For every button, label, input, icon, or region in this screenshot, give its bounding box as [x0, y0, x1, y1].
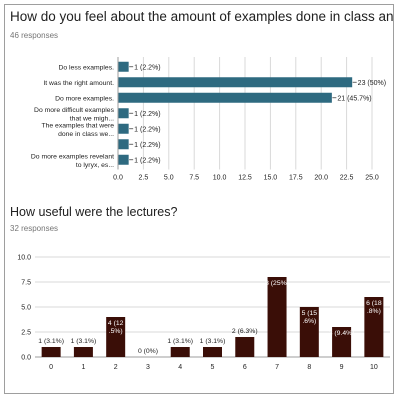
y-tick-label: 10.0 [17, 255, 31, 262]
bar [73, 347, 93, 357]
lectures-vertical-bar-chart: 0.0 2.5 5.0 7.5 10.0 1 (3.1%) 0 1 (3.1%) 1 4 (12.… [17, 255, 390, 371]
x-tick-label: 22.5 [340, 175, 354, 182]
data-label: 2 (6.3%) [232, 328, 258, 335]
response-count: 32 responses [10, 224, 59, 233]
bar [203, 347, 222, 357]
x-tick-label: 0 [49, 364, 53, 371]
x-tick-label: 7 [275, 364, 279, 371]
category-label: The examples that were [41, 122, 114, 129]
survey-results-panel: How do you feel about the amount of exam… [4, 4, 394, 394]
x-tick-label: 1 [81, 364, 85, 371]
y-tick-label: 7.5 [21, 280, 31, 287]
data-label: 1 (3.1%) [167, 338, 193, 345]
data-label: 5 (15 [302, 310, 318, 317]
y-tick-label: 5.0 [21, 305, 31, 312]
x-tick-label: 3 [146, 364, 150, 371]
x-tick-label: 15.0 [264, 175, 278, 182]
bar [299, 307, 319, 357]
data-label: .5%) [109, 328, 123, 335]
data-label: 1 (2.2%) [134, 126, 160, 133]
question-title: How do you feel about the amount of exam… [10, 9, 394, 24]
x-tick-label: 25.0 [365, 175, 379, 182]
data-label: 23 (50%) [358, 80, 386, 87]
x-tick-label: 5.0 [164, 175, 174, 182]
data-label: 1 (3.1%) [71, 338, 97, 345]
category-label: It was the right amount. [43, 80, 114, 87]
category-label: to lyryx, es... [76, 162, 114, 169]
data-label: .6%) [302, 318, 316, 325]
bar [118, 61, 129, 72]
bar [364, 297, 384, 357]
x-tick-label: 20.0 [314, 175, 328, 182]
bar [267, 277, 287, 357]
category-label: Do more examples. [55, 95, 114, 102]
category-label: Do more examples revelant [31, 153, 114, 160]
y-tick-label: 2.5 [21, 330, 31, 337]
data-label: .8%) [367, 308, 381, 315]
x-tick-label: 9 [340, 364, 344, 371]
category-label: Do less examples. [58, 64, 114, 71]
x-tick-label: 17.5 [289, 175, 303, 182]
data-label: 3 (9.4%) [329, 330, 355, 337]
bar [235, 337, 255, 357]
bar [118, 154, 129, 165]
y-tick-label: 0.0 [21, 355, 31, 362]
data-label: 1 (2.2%) [134, 64, 160, 71]
x-tick-label: 8 [307, 364, 311, 371]
data-label: 21 (45.7%) [337, 95, 371, 102]
x-tick-label: 4 [178, 364, 182, 371]
bar [332, 327, 352, 357]
data-label: 0 (0%) [138, 348, 158, 355]
examples-horizontal-bar-chart: 0.0 2.5 5.0 7.5 10.0 12.5 15.0 17.5 20.0 22.5 25.0… [31, 57, 386, 182]
data-label: 6 (18 [366, 300, 382, 307]
x-tick-label: 2.5 [139, 175, 149, 182]
bar [170, 347, 190, 357]
bar [118, 123, 129, 134]
data-label: 1 (2.2%) [134, 111, 160, 118]
x-tick-label: 0.0 [113, 175, 123, 182]
data-label: 1 (3.1%) [38, 338, 64, 345]
data-label: 1 (3.1%) [200, 338, 226, 345]
response-count: 46 responses [10, 31, 59, 40]
x-tick-label: 6 [243, 364, 247, 371]
category-label: that we migh... [70, 115, 114, 122]
x-tick-label: 7.5 [189, 175, 199, 182]
bar [118, 77, 353, 88]
x-tick-label: 12.5 [238, 175, 252, 182]
bar [41, 347, 61, 357]
data-label: 4 (12 [108, 320, 124, 327]
bar [118, 139, 129, 150]
question-title: How useful were the lectures? [10, 205, 178, 219]
bar [118, 108, 129, 119]
bar [106, 317, 126, 357]
x-tick-label: 5 [211, 364, 215, 371]
category-label: done in class we... [58, 131, 114, 138]
data-label: 1 (2.2%) [134, 142, 160, 149]
category-label: Do more difficult examples [34, 107, 115, 114]
x-tick-label: 10.0 [213, 175, 227, 182]
x-tick-label: 10 [370, 364, 378, 371]
data-label: 1 (2.2%) [134, 157, 160, 164]
x-tick-label: 2 [114, 364, 118, 371]
data-label: 8 (25%) [265, 280, 289, 287]
bar [118, 92, 332, 103]
